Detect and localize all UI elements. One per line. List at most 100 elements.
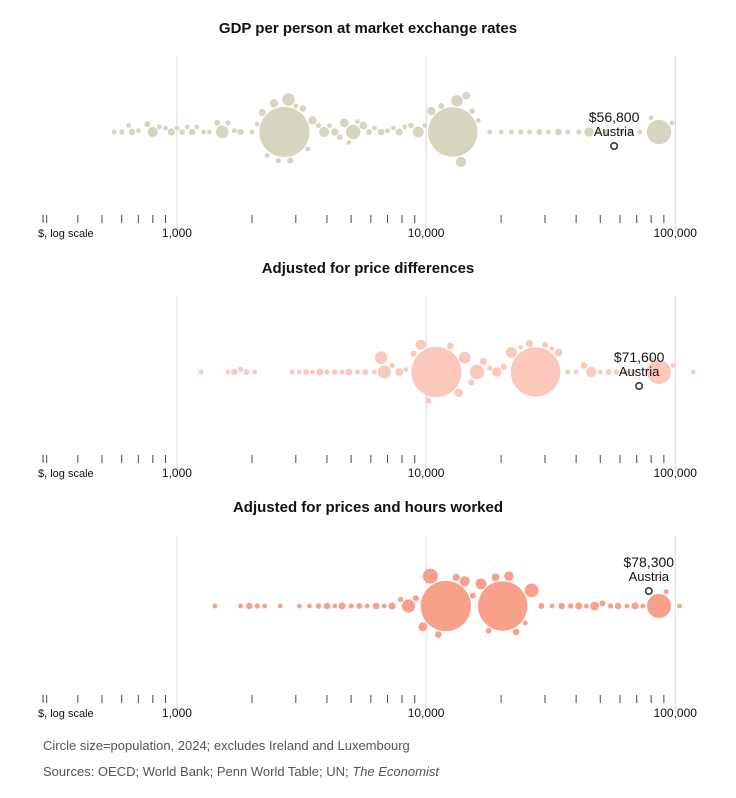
country-circle [510, 347, 561, 397]
country-circle [395, 368, 404, 376]
country-circle [315, 122, 322, 129]
country-circle [214, 119, 221, 126]
country-circle [372, 369, 377, 375]
country-circle [297, 369, 302, 375]
country-circle [640, 603, 646, 609]
country-circle [174, 125, 180, 131]
country-circle [243, 369, 250, 375]
country-circle [144, 121, 151, 128]
country-circle [576, 129, 582, 135]
country-circle [518, 344, 524, 350]
country-circle [491, 573, 500, 582]
country-circle [252, 369, 257, 375]
country-circle [275, 158, 281, 164]
country-circle [462, 91, 471, 100]
country-circle [332, 369, 338, 375]
country-circle [498, 129, 504, 135]
country-circle [418, 622, 428, 632]
country-circle [646, 119, 672, 145]
country-circle [372, 125, 377, 131]
country-circle [401, 599, 416, 613]
callout-value: $71,600 [614, 349, 665, 365]
country-circle [631, 602, 639, 610]
country-circle [512, 628, 520, 636]
country-circle [518, 129, 524, 135]
country-circle [238, 603, 244, 609]
country-circle [454, 388, 463, 397]
country-circle [677, 603, 682, 609]
country-circle [346, 140, 352, 145]
country-circle [269, 99, 279, 108]
country-circle [254, 121, 260, 127]
country-circle [163, 125, 168, 131]
country-circle [546, 129, 551, 135]
country-circle [427, 107, 436, 116]
country-circle [542, 341, 548, 348]
chart-figure: GDP per person at market exchange rates $… [38, 20, 697, 720]
callout-country: Austria [629, 569, 670, 584]
country-circle [412, 126, 424, 138]
axis-unit-label: $, log scale [38, 468, 94, 480]
country-circle [619, 129, 625, 135]
country-circle [345, 368, 353, 376]
country-circle [303, 369, 310, 375]
panel-title: Adjusted for prices and hours worked [233, 499, 503, 516]
axis-unit-label: $, log scale [38, 708, 94, 720]
country-circle [549, 346, 555, 351]
country-circle [458, 351, 471, 364]
country-circle [289, 369, 295, 375]
country-circle [631, 369, 636, 375]
country-circle [398, 596, 404, 603]
footnote-population-note: Circle size=population, 2024; excludes I… [43, 738, 410, 753]
country-circle [324, 369, 330, 375]
country-circle [614, 602, 622, 610]
country-circle [565, 369, 571, 375]
country-circle [451, 95, 463, 107]
country-circle [525, 339, 534, 347]
country-circle [452, 573, 460, 582]
country-circle [339, 369, 345, 375]
country-circle [478, 581, 528, 631]
panel-3: Adjusted for prices and hours worked $, l… [38, 499, 697, 720]
country-circle [580, 362, 588, 369]
country-circle [207, 129, 212, 135]
country-circle [395, 128, 403, 136]
country-circle [215, 125, 229, 139]
country-circle [527, 129, 532, 135]
country-circle [422, 568, 438, 584]
country-circle [308, 116, 317, 125]
country-circle [336, 134, 343, 140]
country-circle [663, 589, 669, 595]
country-circle [586, 366, 597, 378]
country-circle [475, 578, 487, 590]
country-circle [605, 369, 612, 375]
country-circle [262, 603, 268, 609]
country-circle [346, 124, 361, 140]
tick-label-100,000: 100,000 [654, 226, 698, 240]
country-circle [238, 366, 244, 372]
country-circle [500, 363, 507, 370]
highlight-marker-austria [644, 586, 653, 595]
country-circle [157, 124, 162, 130]
country-circle [455, 156, 467, 167]
country-circle [573, 369, 579, 375]
country-circle [575, 602, 583, 610]
tick-label-100,000: 100,000 [654, 706, 698, 720]
country-circle [637, 129, 643, 135]
country-circle [408, 122, 414, 129]
panel-1: GDP per person at market exchange rates $… [38, 20, 697, 240]
tick-label-1,000: 1,000 [162, 466, 192, 480]
country-circle [411, 346, 462, 398]
country-circle [425, 397, 432, 404]
country-circle [355, 369, 360, 375]
country-circle [282, 93, 295, 106]
country-circle [377, 128, 385, 136]
tick-label-10,000: 10,000 [408, 226, 445, 240]
country-circle [447, 342, 454, 350]
callout-value: $78,300 [623, 554, 674, 570]
country-circle [584, 127, 594, 137]
country-circle [327, 123, 332, 128]
country-circle [608, 603, 614, 609]
country-circle [338, 602, 346, 610]
country-circle [194, 124, 200, 130]
